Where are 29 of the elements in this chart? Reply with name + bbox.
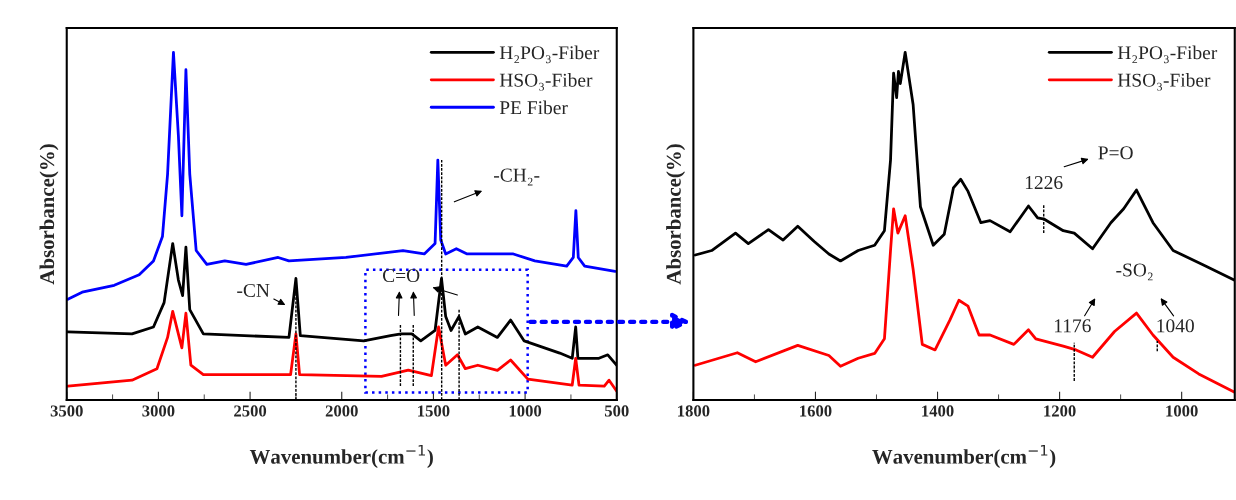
annotation: 1040 <box>1157 319 1194 333</box>
x-axis-title: Wavenumber(cm$^{−1}$) <box>872 444 1056 469</box>
annotation: 1176 <box>1054 319 1091 333</box>
annotation: P=O <box>1098 146 1133 160</box>
x-tick-label: 3500 <box>50 405 83 417</box>
x-tick-label: 1500 <box>418 405 450 417</box>
x-tick-label: 1800 <box>678 405 710 417</box>
x-tick-label: 500 <box>604 405 629 417</box>
y-axis-title: Absorbance(%) <box>666 144 686 285</box>
legend-label: HSO₃-Fiber <box>499 73 593 91</box>
legend-label: HSO₃-Fiber <box>1117 73 1211 91</box>
y-axis-title: Absorbance(%) <box>39 144 59 285</box>
x-tick-label: 1000 <box>509 405 542 417</box>
x-tick-label: 1200 <box>1044 405 1076 417</box>
legend-label: H₂PO₃-Fiber <box>499 45 600 64</box>
annotation: C=O <box>382 269 420 283</box>
annotation: -SO₂ <box>1116 263 1153 281</box>
x-tick-label: 1600 <box>800 405 832 417</box>
x-tick-label: 1400 <box>922 405 954 417</box>
legend-label: PE Fiber <box>499 100 568 115</box>
x-tick-label: 1000 <box>1166 405 1198 417</box>
annotation: -CN <box>237 283 270 297</box>
x-tick-label: 2500 <box>234 405 267 417</box>
annotation: 1226 <box>1025 176 1063 190</box>
x-axis-title: Wavenumber(cm$^{−1}$) <box>249 444 433 469</box>
x-tick-label: 2000 <box>325 405 358 417</box>
annotation: -CH₂- <box>494 168 540 186</box>
legend-label: H₂PO₃-Fiber <box>1117 45 1218 64</box>
x-tick-label: 3000 <box>142 405 175 417</box>
